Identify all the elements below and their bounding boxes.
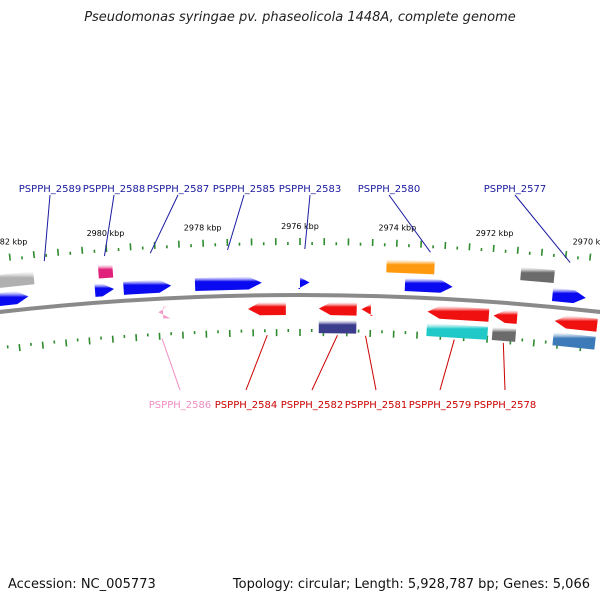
gene-label: PSPPH_2586 (149, 400, 211, 411)
gene-pspph-2579 (427, 305, 490, 322)
inner-scale-tick (532, 339, 535, 347)
scale-label: 2974 kbp (378, 224, 416, 233)
inner-scale-tick (18, 344, 21, 352)
gene-pspph-2586 (158, 305, 171, 319)
gene-label: PSPPH_2585 (213, 184, 275, 195)
inner-scale-tick (88, 337, 91, 345)
gene-pspph-2581 (361, 302, 374, 317)
outer-scale-tick (540, 248, 544, 256)
scale-label: 2972 kbp (476, 229, 514, 238)
rev-gene-5 (491, 327, 517, 342)
map-title: Pseudomonas syringae pv. phaseolicola 14… (84, 10, 516, 25)
scale-label: 2980 kbp (87, 229, 125, 238)
gene-label: PSPPH_2584 (215, 400, 277, 411)
outer-scale-tick (589, 253, 592, 261)
rev-gene-7 (552, 332, 596, 350)
gene-label: PSPPH_2579 (409, 400, 471, 411)
outer-scale-tick (81, 246, 84, 254)
leader-line (514, 194, 571, 263)
leader-line (245, 335, 268, 391)
fwd-gene-3 (386, 259, 435, 275)
gene-pspph-2587 (123, 279, 172, 295)
leader-line (161, 338, 181, 391)
outer-scale-tick (8, 253, 11, 261)
gene-label: PSPPH_2583 (279, 184, 341, 195)
leader-line (304, 194, 311, 250)
leader-line (502, 342, 506, 391)
gene-pspph-2583 (297, 276, 310, 290)
rev-gene-3 (318, 320, 357, 334)
fwd-gene-1 (0, 291, 29, 307)
outer-scale-tick (32, 251, 36, 259)
gene-label: PSPPH_2589 (19, 184, 81, 195)
leader-line (388, 194, 431, 253)
scale-label: 2982 kbp (0, 238, 27, 247)
leader-line (227, 194, 245, 251)
fwd-gene-2 (94, 283, 115, 297)
gene-pspph-2577 (551, 288, 586, 304)
gene-label: PSPPH_2588 (83, 184, 145, 195)
gene-label: PSPPH_2587 (147, 184, 209, 195)
gene-pspph-2578 (493, 310, 518, 324)
leader-line (149, 194, 179, 254)
gene-label: PSPPH_2578 (474, 400, 536, 411)
gene-pspph-2582 (318, 302, 357, 316)
rev-gene-6 (554, 315, 598, 332)
gene-pspph-2588 (97, 264, 114, 279)
inner-scale-tick (111, 335, 114, 343)
gene-label: PSPPH_2577 (484, 184, 546, 195)
leader-line (365, 335, 377, 391)
leader-line (43, 194, 51, 262)
genome-summary: Topology: circular; Length: 5,928,787 bp… (232, 577, 590, 592)
outer-scale-tick (516, 246, 519, 254)
genome-backbone (0, 293, 600, 315)
gene-pspph-2584 (248, 302, 286, 316)
outer-scale-tick (56, 248, 60, 256)
fwd-gene-4 (520, 267, 555, 284)
leader-line (439, 339, 455, 391)
gene-pspph-2585 (194, 276, 262, 292)
gene-pspph-2580 (404, 278, 453, 293)
gene-pspph-2589 (0, 271, 35, 288)
accession-label: Accession: NC_005773 (8, 577, 156, 592)
scale-label: 2978 kbp (184, 224, 222, 233)
gene-label: PSPPH_2580 (358, 184, 420, 195)
scale-label: 2970 kbp (573, 238, 600, 247)
gene-label: PSPPH_2581 (345, 400, 407, 411)
inner-scale-tick (65, 339, 68, 347)
inner-scale-tick (41, 341, 44, 349)
gene-label: PSPPH_2582 (281, 400, 343, 411)
outer-scale-tick (492, 244, 495, 252)
rev-gene-4 (426, 323, 489, 340)
scale-label: 2976 kbp (281, 222, 319, 231)
leader-line (103, 194, 115, 257)
leader-line (311, 335, 338, 391)
